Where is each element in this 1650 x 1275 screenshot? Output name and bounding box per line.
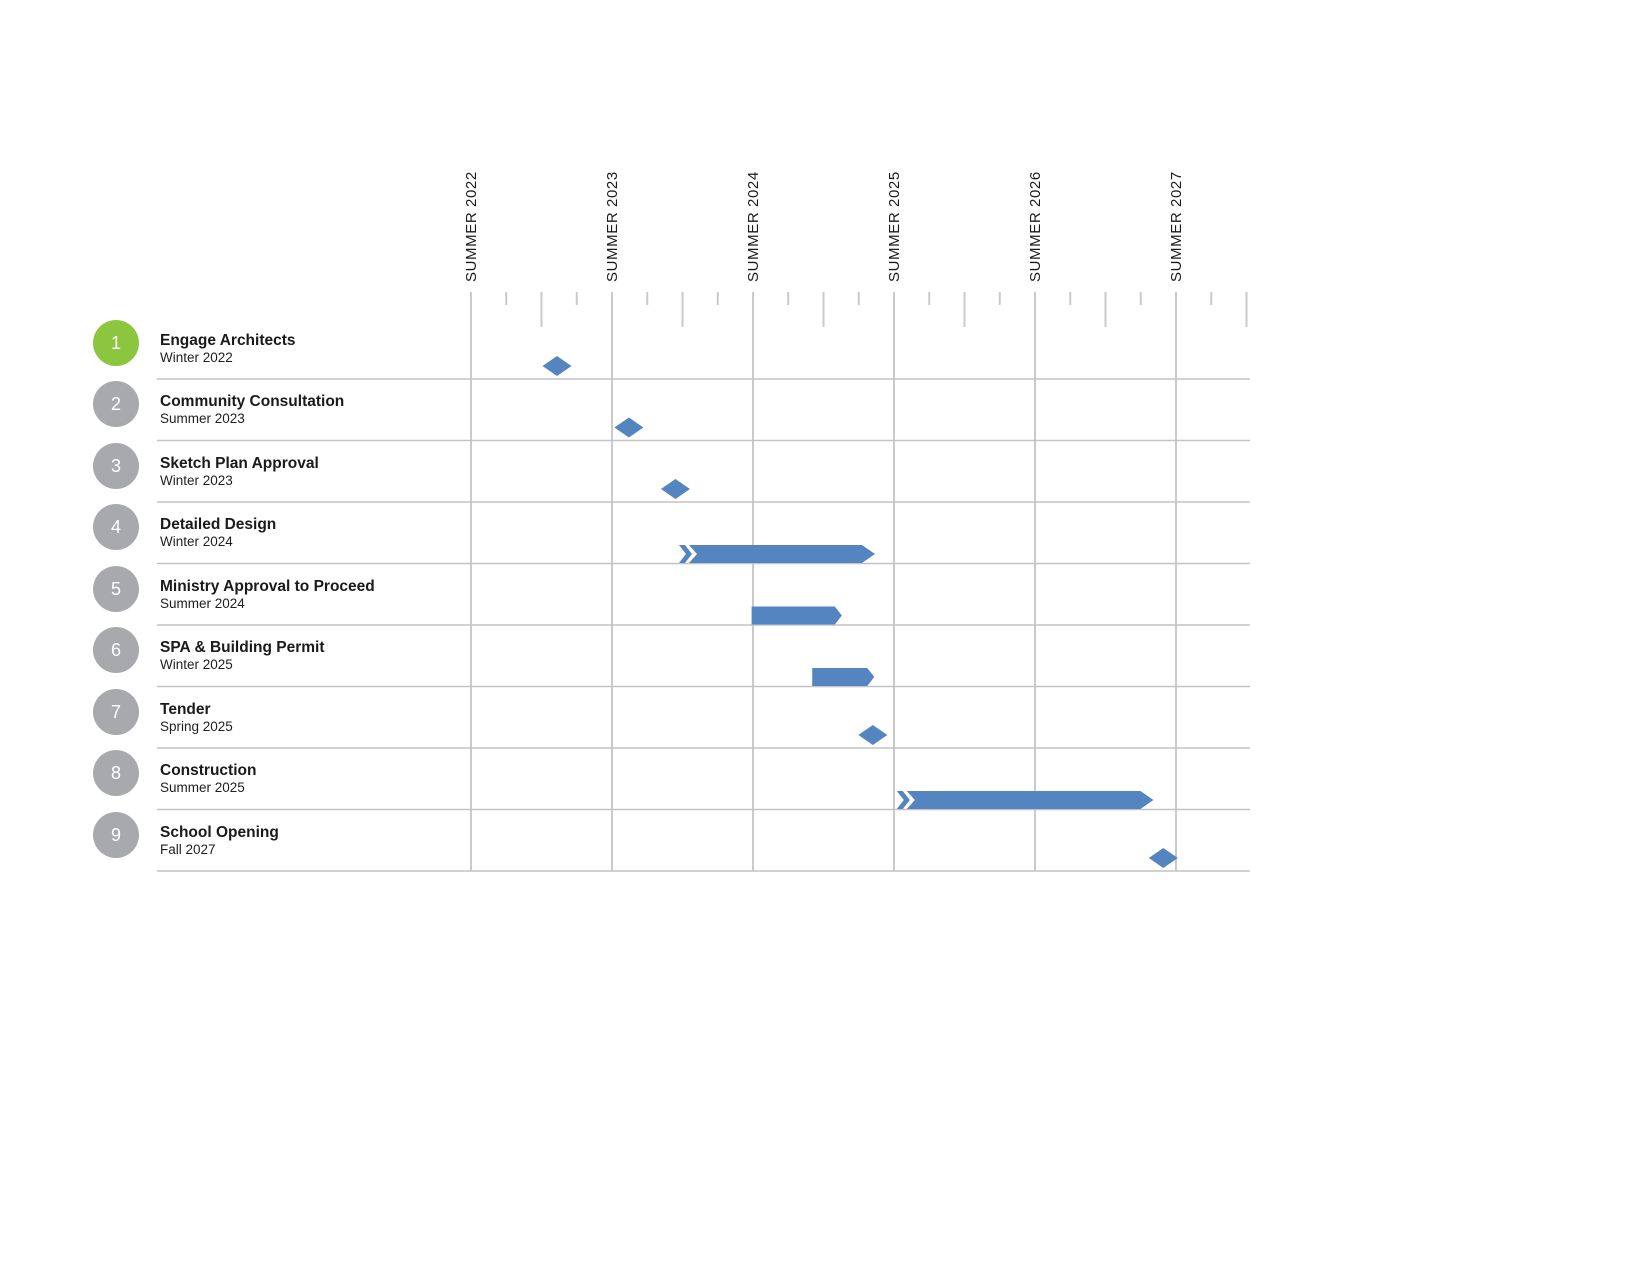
- step-circle: 1: [93, 319, 139, 366]
- bar-tail-chevron: [896, 791, 910, 809]
- column-header: SUMMER 2027: [1168, 171, 1185, 282]
- milestone-diamond: [542, 356, 572, 376]
- milestone-diamond: [1148, 848, 1178, 868]
- task-title: Construction: [160, 762, 257, 779]
- task-title: Detailed Design: [160, 516, 277, 533]
- task-label: Engage Architects Winter 2022: [160, 332, 296, 366]
- step-number: 5: [110, 578, 121, 599]
- task-date: Winter 2024: [160, 534, 233, 549]
- task-date: Winter 2023: [160, 472, 233, 488]
- column-header: SUMMER 2023: [604, 171, 621, 282]
- milestone-diamond: [858, 725, 888, 745]
- task-date: Summer 2023: [160, 411, 245, 426]
- step-number: 1: [110, 332, 121, 353]
- task-date: Winter 2022: [160, 349, 233, 365]
- step-number: 8: [110, 763, 121, 783]
- step-circle: 7: [93, 688, 139, 735]
- task-label: School Opening Fall 2027: [160, 824, 279, 858]
- step-circle: 3: [93, 442, 139, 489]
- step-circle: 5: [93, 565, 139, 612]
- task-label: SPA & Building Permit Winter 2025: [160, 639, 324, 673]
- task-label: Sketch Plan Approval Winter 2023: [160, 455, 319, 489]
- bar-tail-chevron: [678, 545, 692, 563]
- task-title: Community Consultation: [160, 393, 345, 410]
- step-circle: 9: [93, 811, 139, 858]
- task-bar: [751, 606, 842, 625]
- step-circle: 6: [93, 627, 139, 673]
- column-header: SUMMER 2026: [1027, 171, 1044, 282]
- column-header: SUMMER 2024: [745, 171, 762, 282]
- task-title: Engage Architects: [160, 331, 296, 349]
- task-label: Community Consultation Summer 2023: [160, 393, 344, 427]
- task-label: Tender Spring 2025: [160, 701, 233, 735]
- task-title: Tender: [160, 700, 211, 718]
- milestone-diamond: [614, 417, 644, 438]
- task-bar: [812, 668, 875, 686]
- task-title: SPA & Building Permit: [160, 639, 325, 656]
- step-circle: 4: [93, 504, 139, 550]
- milestone-diamond: [660, 479, 690, 499]
- task-label: Construction Summer 2025: [160, 762, 256, 796]
- task-label: Ministry Approval to Proceed Summer 2024: [160, 578, 375, 612]
- task-bar: [688, 545, 875, 563]
- step-number: 4: [110, 517, 121, 537]
- task-label: Detailed Design Winter 2024: [160, 516, 276, 550]
- step-number: 6: [110, 640, 121, 660]
- task-date: Fall 2027: [160, 841, 216, 857]
- step-number: 9: [110, 824, 121, 845]
- column-header: SUMMER 2025: [886, 171, 903, 282]
- step-number: 7: [110, 701, 121, 722]
- step-circle: 8: [93, 750, 139, 796]
- step-circle: 2: [93, 381, 139, 427]
- task-date: Spring 2025: [160, 718, 233, 734]
- column-header: SUMMER 2022: [463, 171, 480, 282]
- task-title: Ministry Approval to Proceed: [160, 577, 375, 595]
- task-date: Winter 2025: [160, 657, 233, 672]
- task-date: Summer 2024: [160, 595, 245, 611]
- task-title: School Opening: [160, 823, 279, 841]
- task-date: Summer 2025: [160, 780, 245, 795]
- task-bar: [906, 791, 1154, 809]
- step-number: 2: [110, 394, 121, 414]
- step-number: 3: [110, 455, 121, 476]
- task-title: Sketch Plan Approval: [160, 454, 319, 472]
